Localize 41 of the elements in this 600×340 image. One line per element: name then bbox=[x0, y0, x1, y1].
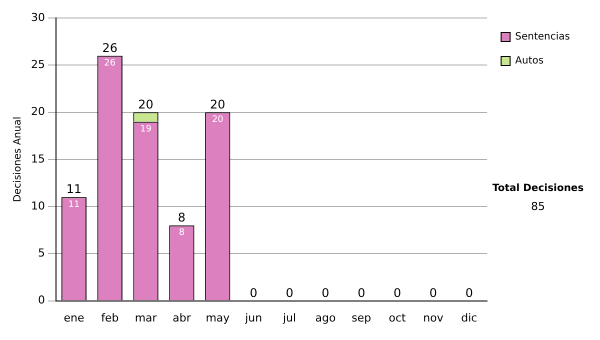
total-label: 8 bbox=[178, 210, 186, 225]
total-label: 20 bbox=[210, 97, 226, 112]
total-label: 0 bbox=[286, 286, 294, 300]
y-tick-label: 10 bbox=[30, 199, 45, 212]
data-label: 20 bbox=[212, 115, 224, 126]
total-label: 26 bbox=[102, 40, 118, 55]
total-label: 0 bbox=[429, 286, 438, 300]
x-tick-label: feb bbox=[101, 311, 119, 324]
data-label: 8 bbox=[178, 228, 185, 238]
x-tick-label: oct bbox=[388, 311, 407, 324]
y-tick-label: 30 bbox=[30, 10, 45, 24]
total-label: 0 bbox=[393, 286, 402, 300]
data-label: 19 bbox=[140, 124, 152, 135]
x-tick-label: nov bbox=[423, 311, 444, 324]
total-label: 0 bbox=[465, 286, 473, 300]
y-tick-label: 0 bbox=[38, 294, 45, 307]
x-tick-label: jul bbox=[282, 311, 296, 324]
x-tick-label: abr bbox=[172, 311, 192, 324]
x-tick-label: may bbox=[206, 311, 230, 324]
y-tick-label: 5 bbox=[38, 246, 45, 260]
legend-label: Sentencias bbox=[515, 32, 570, 43]
total-label: 0 bbox=[250, 286, 258, 300]
x-tick-label: mar bbox=[134, 311, 158, 324]
y-axis-title: Decisiones Anual bbox=[12, 116, 24, 202]
y-tick-label: 15 bbox=[30, 152, 45, 166]
total-label: 0 bbox=[358, 286, 366, 300]
total-label: 20 bbox=[138, 97, 154, 112]
y-tick-label: 25 bbox=[30, 58, 45, 71]
x-tick-label: ago bbox=[315, 311, 336, 324]
x-tick-label: jun bbox=[244, 311, 262, 324]
y-tick-label: 20 bbox=[30, 105, 45, 118]
text: 85 bbox=[530, 199, 546, 215]
legend-label: Autos bbox=[515, 56, 544, 67]
x-tick-label: sep bbox=[352, 311, 372, 324]
x-tick-label: ene bbox=[64, 311, 84, 324]
total-label: 0 bbox=[322, 286, 330, 300]
data-label: 11 bbox=[68, 200, 80, 210]
x-tick-label: dic bbox=[461, 311, 478, 324]
total-label: 11 bbox=[66, 182, 82, 196]
data-label: 26 bbox=[104, 58, 116, 69]
text: Total Decisiones bbox=[491, 182, 585, 196]
